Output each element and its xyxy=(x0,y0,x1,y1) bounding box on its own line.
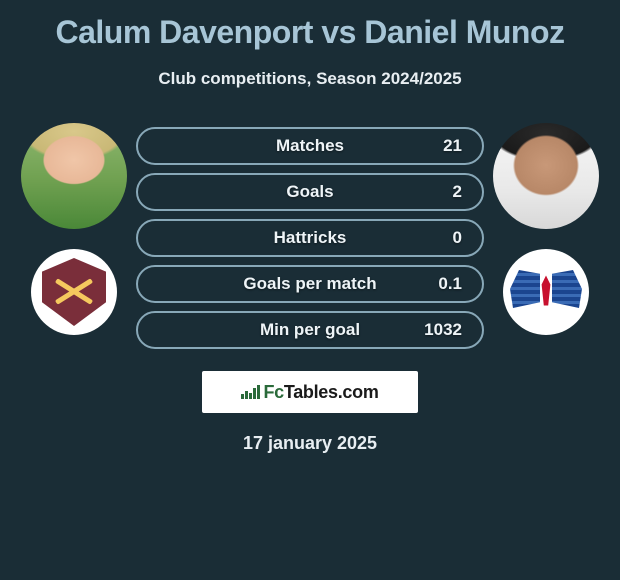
page-title: Calum Davenport vs Daniel Munoz xyxy=(8,14,612,51)
stat-row-min-per-goal: Min per goal 1032 xyxy=(136,311,484,349)
club-right-crest xyxy=(503,249,589,335)
bar-chart-icon xyxy=(241,385,259,399)
stat-label: Goals xyxy=(286,182,333,202)
stat-label: Min per goal xyxy=(260,320,360,340)
brand-badge: FcTables.com xyxy=(202,371,418,413)
club-left-crest xyxy=(31,249,117,335)
stat-label: Hattricks xyxy=(274,228,347,248)
brand-suffix: Tables.com xyxy=(284,382,379,402)
stat-label: Goals per match xyxy=(243,274,376,294)
stats-column: Matches 21 Goals 2 Hattricks 0 Goals per… xyxy=(136,123,484,349)
stat-row-hattricks: Hattricks 0 xyxy=(136,219,484,257)
brand-text: FcTables.com xyxy=(263,382,378,403)
stat-value-right: 2 xyxy=(453,182,462,202)
eagle-wing-left-icon xyxy=(510,270,540,308)
player-right-avatar xyxy=(493,123,599,229)
stat-value-right: 0.1 xyxy=(438,274,462,294)
stat-row-matches: Matches 21 xyxy=(136,127,484,165)
stat-value-right: 1032 xyxy=(424,320,462,340)
player-left-column xyxy=(20,123,128,335)
player-right-column xyxy=(492,123,600,335)
stat-row-goals-per-match: Goals per match 0.1 xyxy=(136,265,484,303)
stat-label: Matches xyxy=(276,136,344,156)
eagle-icon xyxy=(510,262,582,322)
brand-prefix: Fc xyxy=(263,382,283,402)
hammers-icon xyxy=(54,280,94,304)
stat-value-right: 0 xyxy=(453,228,462,248)
comparison-card: Calum Davenport vs Daniel Munoz Club com… xyxy=(0,0,620,454)
player-left-avatar xyxy=(21,123,127,229)
page-subtitle: Club competitions, Season 2024/2025 xyxy=(8,69,612,89)
stat-row-goals: Goals 2 xyxy=(136,173,484,211)
eagle-wing-right-icon xyxy=(552,270,582,308)
stat-value-right: 21 xyxy=(443,136,462,156)
comparison-row: Matches 21 Goals 2 Hattricks 0 Goals per… xyxy=(8,123,612,349)
date-label: 17 january 2025 xyxy=(8,433,612,454)
